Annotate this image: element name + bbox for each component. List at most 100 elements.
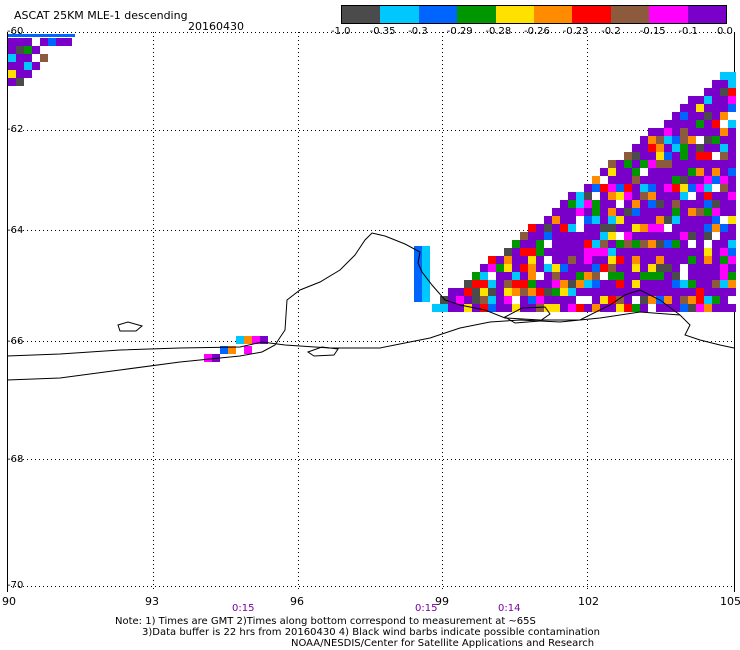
wind-cell bbox=[584, 216, 592, 224]
wind-cell bbox=[656, 240, 664, 248]
wind-cell bbox=[672, 168, 680, 176]
wind-cell bbox=[648, 136, 656, 144]
wind-cell bbox=[464, 296, 472, 304]
wind-cell bbox=[648, 208, 656, 216]
wind-cell bbox=[520, 240, 528, 248]
wind-cell bbox=[672, 128, 680, 136]
wind-cell bbox=[704, 120, 712, 128]
wind-cell bbox=[704, 280, 712, 288]
wind-cell bbox=[712, 96, 720, 104]
wind-cell bbox=[632, 192, 640, 200]
wind-cell bbox=[672, 192, 680, 200]
wind-cell bbox=[696, 176, 704, 184]
wind-cell bbox=[640, 280, 648, 288]
wind-cell bbox=[664, 296, 672, 304]
wind-cell bbox=[456, 304, 464, 312]
wind-cell bbox=[720, 296, 728, 304]
lat-label: -66 bbox=[7, 336, 24, 347]
wind-cell bbox=[576, 192, 584, 200]
wind-cell bbox=[704, 128, 712, 136]
wind-cell bbox=[584, 264, 592, 272]
wind-cell bbox=[616, 168, 624, 176]
wind-cell bbox=[496, 256, 504, 264]
wind-cell bbox=[632, 248, 640, 256]
wind-cell bbox=[440, 296, 448, 304]
wind-cell bbox=[688, 152, 696, 160]
note-line-3: NOAA/NESDIS/Center for Satellite Applica… bbox=[291, 638, 595, 649]
wind-cell bbox=[584, 192, 592, 200]
wind-cell bbox=[720, 200, 728, 208]
wind-cell bbox=[656, 200, 664, 208]
wind-cell bbox=[632, 288, 640, 296]
wind-cell bbox=[648, 264, 656, 272]
lon-label: 93 bbox=[145, 595, 159, 608]
wind-cell bbox=[414, 254, 422, 262]
wind-cell bbox=[696, 296, 704, 304]
colorbar bbox=[341, 5, 727, 24]
wind-cell bbox=[536, 264, 544, 272]
wind-cell bbox=[16, 54, 24, 62]
wind-cell bbox=[728, 120, 736, 128]
colorbar-swatch bbox=[610, 6, 650, 23]
wind-cell bbox=[488, 264, 496, 272]
colorbar-tick-labels: -1.0 -0.35 -0.3 -0.29 -0.28 -0.26 -0.23 -0.2 -0.… bbox=[0, 26, 740, 38]
wind-cell bbox=[520, 256, 528, 264]
wind-cell bbox=[704, 200, 712, 208]
wind-cell bbox=[632, 264, 640, 272]
wind-cell bbox=[632, 160, 640, 168]
wind-cell bbox=[632, 296, 640, 304]
wind-cell bbox=[704, 88, 712, 96]
wind-cell bbox=[520, 288, 528, 296]
wind-cell bbox=[680, 248, 688, 256]
wind-cell bbox=[576, 216, 584, 224]
wind-cell bbox=[536, 280, 544, 288]
wind-cell bbox=[584, 256, 592, 264]
note-line-1: Note: 1) Times are GMT 2)Times along bot… bbox=[115, 616, 536, 627]
wind-cell bbox=[704, 264, 712, 272]
wind-cell bbox=[704, 96, 712, 104]
wind-cell bbox=[584, 304, 592, 312]
wind-cell bbox=[720, 184, 728, 192]
colorbar-swatch bbox=[572, 6, 611, 23]
lat-label: -68 bbox=[7, 454, 24, 465]
wind-cell bbox=[696, 208, 704, 216]
wind-cell bbox=[592, 240, 600, 248]
wind-cell bbox=[632, 240, 640, 248]
ice-shelf-outline bbox=[6, 232, 735, 381]
wind-cell bbox=[544, 272, 552, 280]
wind-cell bbox=[696, 272, 704, 280]
colorbar-tick-label: -0.15 bbox=[639, 26, 666, 37]
wind-cell bbox=[472, 272, 480, 280]
wind-cell bbox=[672, 288, 680, 296]
wind-cell bbox=[680, 280, 688, 288]
wind-cell bbox=[624, 152, 632, 160]
wind-cell bbox=[496, 296, 504, 304]
wind-cell bbox=[496, 264, 504, 272]
wind-cell bbox=[656, 152, 664, 160]
wind-cell bbox=[680, 104, 688, 112]
wind-cell bbox=[712, 272, 720, 280]
wind-cell bbox=[552, 280, 560, 288]
wind-cell bbox=[720, 304, 728, 312]
colorbar-swatch bbox=[649, 6, 688, 23]
wind-cell bbox=[704, 240, 712, 248]
wind-cell bbox=[592, 296, 600, 304]
wind-cell bbox=[512, 248, 520, 256]
lat-label: -64 bbox=[7, 225, 24, 236]
wind-cell bbox=[688, 288, 696, 296]
wind-cell bbox=[608, 272, 616, 280]
wind-cell bbox=[56, 38, 64, 46]
wind-cell bbox=[576, 264, 584, 272]
wind-cell bbox=[24, 54, 32, 62]
wind-cell bbox=[504, 304, 512, 312]
wind-cell bbox=[688, 232, 696, 240]
wind-cell bbox=[244, 346, 252, 354]
wind-cell bbox=[464, 304, 472, 312]
wind-cell bbox=[704, 248, 712, 256]
wind-cell bbox=[688, 96, 696, 104]
wind-cell bbox=[576, 232, 584, 240]
wind-cell bbox=[576, 272, 584, 280]
wind-cell bbox=[616, 296, 624, 304]
wind-cell bbox=[672, 232, 680, 240]
wind-cell bbox=[664, 240, 672, 248]
